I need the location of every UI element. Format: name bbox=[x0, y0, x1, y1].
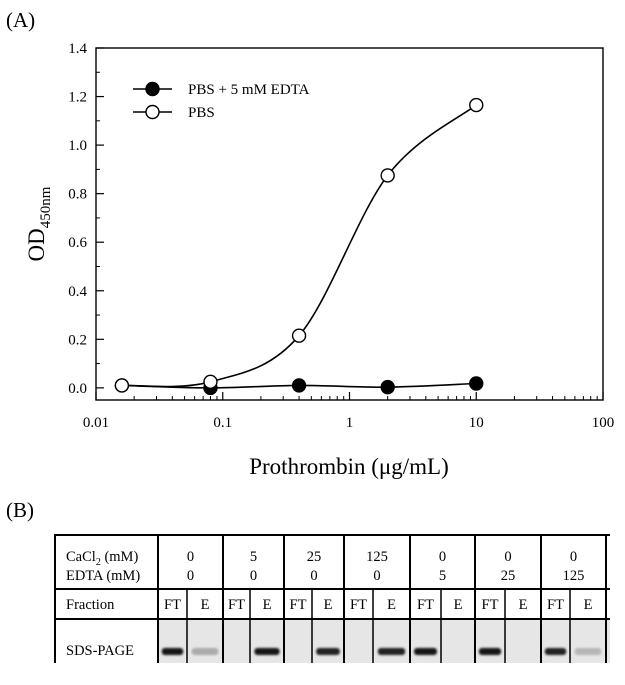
fraction-e-label: E bbox=[263, 597, 272, 613]
fraction-ft-label: FT bbox=[228, 597, 245, 613]
pbs-data-point bbox=[469, 97, 484, 113]
fraction-ft-label: FT bbox=[164, 597, 181, 613]
y-tick-label: 1.2 bbox=[68, 90, 87, 106]
fraction-e-label: E bbox=[324, 597, 333, 613]
cacl2-value: 0 bbox=[187, 549, 194, 565]
edta-data-point bbox=[291, 378, 307, 393]
y-tick-label: 1.4 bbox=[68, 41, 87, 57]
y-tick-label: 0.6 bbox=[68, 235, 87, 251]
cacl2-value: 0 bbox=[570, 549, 577, 565]
fraction-e-label: E bbox=[454, 597, 463, 613]
fraction-ft-label: FT bbox=[417, 597, 434, 613]
legend-label: PBS bbox=[188, 105, 215, 121]
edta-data-point bbox=[380, 379, 395, 395]
x-axis-label: Prothrombin (μg/mL) bbox=[249, 454, 449, 479]
y-tick-label: 0.8 bbox=[68, 187, 87, 203]
cacl2-row-label: CaCl2 (mM) bbox=[66, 549, 138, 568]
edta-value: 0 bbox=[310, 568, 317, 584]
edta-row-label: EDTA (mM) bbox=[66, 568, 140, 584]
legend-marker bbox=[145, 104, 160, 120]
x-tick-label: 100 bbox=[592, 415, 615, 431]
edta-value: 125 bbox=[563, 568, 585, 584]
y-axis-label-main: OD bbox=[24, 228, 49, 261]
cacl2-value: 25 bbox=[307, 549, 322, 565]
fraction-e-label: E bbox=[519, 597, 528, 613]
panel-a-label: (A) bbox=[6, 8, 36, 32]
gel-band bbox=[316, 648, 340, 655]
fraction-e-label: E bbox=[387, 597, 396, 613]
edta-value: 0 bbox=[373, 568, 380, 584]
fraction-ft-label: FT bbox=[482, 597, 499, 613]
gel-lane-region bbox=[158, 619, 610, 663]
edta-value: 0 bbox=[187, 568, 194, 584]
gel-band bbox=[191, 648, 219, 655]
legend-marker bbox=[145, 81, 160, 97]
fraction-ft-label: FT bbox=[290, 597, 307, 613]
y-tick-label: 0.0 bbox=[68, 381, 87, 397]
gel-band bbox=[574, 648, 602, 655]
x-tick-label: 0.1 bbox=[213, 415, 232, 431]
fraction-row-label: Fraction bbox=[66, 597, 115, 613]
sds-page-table: CaCl2 (mM) EDTA (mM) Fraction SDS-PAGE 0… bbox=[54, 534, 610, 663]
gel-band bbox=[544, 648, 567, 655]
x-tick-label: 0.01 bbox=[83, 415, 109, 431]
x-tick-label: 10 bbox=[469, 415, 484, 431]
cacl2-value: 0 bbox=[504, 549, 511, 565]
fraction-ft-label: FT bbox=[547, 597, 564, 613]
y-tick-label: 1.0 bbox=[68, 138, 87, 154]
od450-chart: 0.01 0.1 1 10 100 0.0 0.2 0.4 0.6 0.8 1.0 1.2 1.4 P… bbox=[24, 41, 615, 479]
cacl2-value: 0 bbox=[439, 549, 446, 565]
gel-band bbox=[254, 648, 280, 655]
pbs-data-point bbox=[203, 374, 218, 389]
y-tick-label: 0.2 bbox=[68, 332, 87, 348]
series-line bbox=[121, 104, 477, 388]
edta-value: 0 bbox=[250, 568, 257, 584]
cacl2-value: 5 bbox=[250, 549, 257, 565]
y-tick-label: 0.4 bbox=[68, 284, 87, 300]
pbs-data-point bbox=[380, 168, 395, 183]
legend-label: PBS + 5 mM EDTA bbox=[188, 82, 310, 98]
pbs-data-point bbox=[114, 378, 130, 393]
cacl2-value: 125 bbox=[366, 549, 388, 565]
pbs-data-point bbox=[291, 328, 307, 343]
plot-frame bbox=[95, 47, 604, 401]
y-axis-label-subscript: 450nm bbox=[38, 186, 54, 228]
x-tick-label: 1 bbox=[346, 415, 354, 431]
sds-page-row-label: SDS-PAGE bbox=[66, 643, 134, 659]
gel-band bbox=[161, 648, 184, 655]
y-axis-label: OD450nm bbox=[24, 186, 54, 261]
edta-value: 5 bbox=[439, 568, 446, 584]
fraction-e-label: E bbox=[201, 597, 210, 613]
fraction-e-label: E bbox=[584, 597, 593, 613]
edta-data-point bbox=[469, 376, 484, 391]
gel-band bbox=[478, 648, 502, 655]
gel-band bbox=[414, 648, 437, 655]
gel-band bbox=[377, 648, 406, 655]
fraction-ft-label: FT bbox=[350, 597, 367, 613]
panel-b-label: (B) bbox=[6, 498, 34, 522]
edta-value: 25 bbox=[501, 568, 516, 584]
